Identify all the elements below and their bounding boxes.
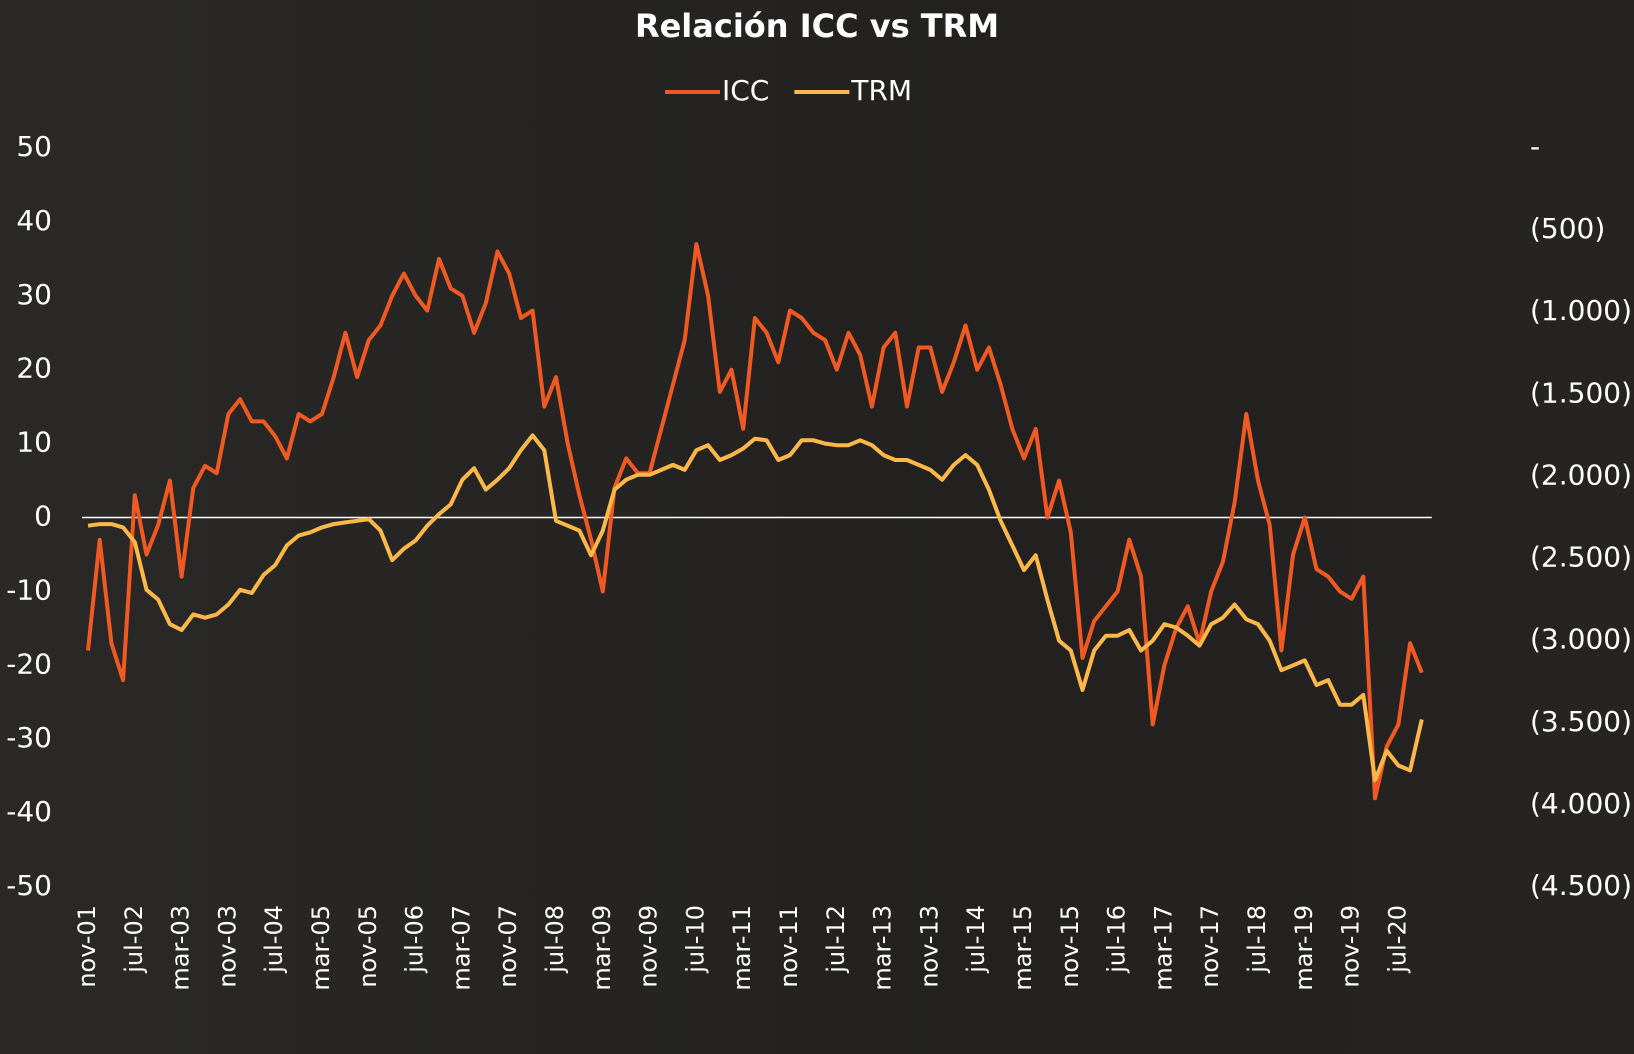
x-tick-label: mar-11	[728, 905, 756, 991]
y2-tick-label: (1.500)	[1530, 376, 1632, 409]
x-tick-label: jul-16	[1103, 905, 1131, 974]
legend-label: ICC	[722, 74, 769, 107]
x-tick-label: mar-03	[167, 905, 195, 991]
y-tick-label: -40	[6, 795, 52, 828]
x-tick-label: nov-01	[73, 905, 101, 988]
legend-label: TRM	[850, 74, 912, 107]
x-tick-label: nov-13	[915, 905, 943, 988]
x-tick-label: nov-05	[354, 905, 382, 988]
x-tick-label: jul-08	[541, 905, 569, 974]
y2-tick-label: (1.000)	[1530, 294, 1632, 327]
x-tick-label: mar-05	[307, 905, 335, 991]
x-tick-label: nov-09	[635, 905, 663, 988]
y-tick-label: 40	[16, 204, 52, 237]
x-tick-label: nov-17	[1196, 905, 1224, 988]
y2-tick-label: (500)	[1530, 212, 1605, 245]
y2-tick-label: -	[1530, 130, 1540, 163]
series-line	[87, 433, 1424, 783]
x-tick-label: jul-14	[962, 905, 990, 974]
x-tick-label: nov-03	[213, 905, 241, 988]
x-tick-label: jul-12	[822, 905, 850, 974]
y2-tick-label: (3.500)	[1530, 705, 1632, 738]
x-tick-label: mar-09	[588, 905, 616, 991]
x-tick-label: jul-20	[1383, 905, 1411, 974]
y-tick-label: -20	[6, 647, 52, 680]
y2-tick-label: (2.500)	[1530, 541, 1632, 574]
x-tick-label: nov-19	[1337, 905, 1365, 988]
chart-title: Relación ICC vs TRM	[635, 7, 999, 45]
y-tick-label: -30	[6, 721, 52, 754]
y2-tick-label: (4.000)	[1530, 787, 1632, 820]
y2-tick-label: (3.000)	[1530, 623, 1632, 656]
x-tick-label: nov-15	[1056, 905, 1084, 988]
x-tick-label: nov-07	[494, 905, 522, 988]
y2-tick-label: (4.500)	[1530, 869, 1632, 902]
y-tick-label: 0	[34, 500, 52, 533]
x-tick-label: jul-02	[120, 905, 148, 974]
y-tick-label: 50	[16, 130, 52, 163]
x-tick-label: mar-15	[1009, 905, 1037, 991]
x-tick-label: nov-11	[775, 905, 803, 988]
x-tick-label: jul-06	[401, 905, 429, 974]
x-tick-label: jul-10	[681, 905, 709, 974]
y-tick-label: 30	[16, 278, 52, 311]
y-tick-label: -10	[6, 573, 52, 606]
x-tick-label: jul-18	[1243, 905, 1271, 974]
x-tick-label: mar-07	[447, 905, 475, 991]
x-tick-label: jul-04	[260, 905, 288, 974]
x-tick-label: mar-17	[1149, 905, 1177, 991]
y2-tick-label: (2.000)	[1530, 458, 1632, 491]
y-tick-label: 10	[16, 426, 52, 459]
x-tick-label: mar-19	[1290, 905, 1318, 991]
x-tick-label: mar-13	[869, 905, 897, 991]
y-tick-label: -50	[6, 869, 52, 902]
y-tick-label: 20	[16, 352, 52, 385]
